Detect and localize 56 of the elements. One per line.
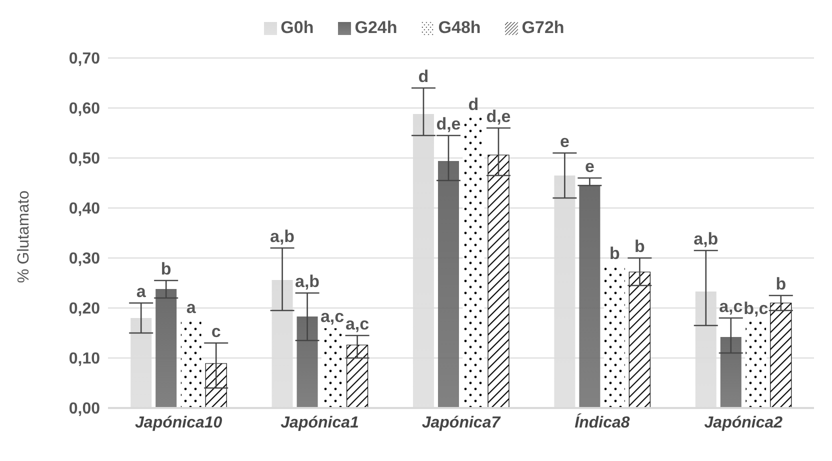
bar [488,154,510,408]
bar [438,161,459,408]
annotation: a,c [719,297,743,316]
bar [205,363,227,408]
legend-label: G48h [438,18,481,37]
bar [296,316,318,408]
y-tick-label: 0,00 [68,400,100,418]
bar [130,318,152,408]
annotation: b [634,237,645,256]
annotation: a [186,298,196,317]
annotation: d,e [436,114,461,134]
annotation: e [560,132,570,151]
annotation: a,c [320,307,344,326]
annotation: a,b [295,272,320,291]
y-tick-label: 0,70 [68,50,100,68]
bar [554,176,576,408]
y-tick-label: 0,30 [68,250,100,268]
legend-label: G0h [280,18,314,37]
x-tick-label: Japónica7 [422,414,502,432]
annotation: a,b [694,230,718,248]
annotation: b [776,274,786,294]
y-tick-label: 0,60 [68,100,100,118]
annotation: c [211,322,221,341]
bar [272,280,293,408]
annotation: a,b [270,227,295,246]
y-tick-label: 0,40 [68,200,100,218]
bar [346,344,368,408]
bar [321,328,344,408]
x-tick-label: Japónica1 [280,414,360,432]
y-axis-title: % Glutamato [16,190,33,283]
bar [720,337,742,408]
x-tick-label: Japónica10 [135,414,222,432]
annotation: b,c [744,299,768,318]
bar [745,320,767,408]
bar [579,185,600,408]
annotation: d,e [486,107,511,126]
bar [462,116,484,408]
legend-label: G24h [354,18,398,37]
annotation: b [609,244,620,263]
bar [770,302,792,408]
bar [695,292,716,408]
annotation: a,c [345,314,370,334]
bar [412,114,434,408]
annotation: a [136,282,146,301]
legend-label: G72h [522,18,564,37]
y-tick-label: 0,10 [68,350,100,368]
bar [156,289,177,408]
annotation: d [468,95,479,114]
annotation: d [418,67,429,86]
bar [628,272,650,408]
y-tick-label: 0,50 [68,150,100,168]
x-tick-label: Índica8 [574,412,630,432]
annotation: e [584,157,594,176]
x-tick-label: Japónica2 [704,414,783,432]
annotation: b [160,260,172,278]
y-tick-label: 0,20 [68,300,100,318]
